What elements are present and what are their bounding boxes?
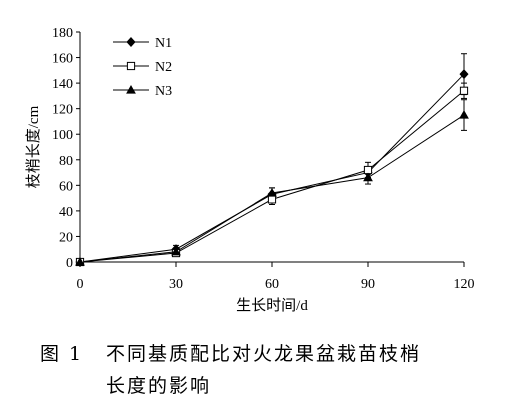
x-tick-label: 90	[361, 277, 375, 292]
y-tick-label: 20	[59, 230, 73, 245]
legend-label: N3	[155, 84, 172, 99]
data-point-n3	[459, 110, 469, 119]
data-point-n3	[75, 256, 85, 266]
y-tick-label: 140	[52, 77, 73, 92]
legend-marker	[126, 61, 136, 71]
y-tick-label: 100	[52, 128, 73, 143]
y-tick-label: 60	[59, 179, 73, 194]
caption-line-1: 图 1 不同基质配比对火龙果盆栽苗枝梢	[40, 338, 500, 370]
legend-label: N2	[155, 60, 172, 75]
figure-caption: 图 1 不同基质配比对火龙果盆栽苗枝梢 长度的影响	[40, 338, 500, 402]
x-tick-labels: 0 30 60 90 120	[77, 277, 475, 292]
data-point-n1	[459, 69, 469, 80]
data-point-n2	[459, 86, 469, 95]
legend-marker	[126, 37, 136, 47]
y-tick-labels: 0 20 40 60 80 100 120 140 160 180	[52, 26, 73, 271]
x-tick-label: 60	[265, 277, 279, 292]
caption-text-2: 长度的影响	[106, 375, 212, 397]
series-lines	[79, 73, 465, 263]
caption-text-1: 不同基质配比对火龙果盆栽苗枝梢	[106, 343, 422, 365]
series-line-n2	[79, 90, 465, 263]
y-tick-label: 0	[66, 256, 73, 271]
x-tick-label: 30	[169, 277, 183, 292]
x-tick-label: 120	[454, 277, 475, 292]
data-point-n2	[267, 195, 277, 204]
y-tick-label: 120	[52, 103, 73, 118]
series-markers	[75, 69, 469, 267]
caption-number: 图 1	[40, 343, 84, 365]
data-point-n3	[363, 172, 373, 182]
line-chart: 0 30 60 90 120 0 20 40 60 80 100 120 140 160 180 N1 N2…	[25, 26, 475, 314]
chart-legend: N1 N2 N3	[113, 36, 172, 99]
data-point-n2	[363, 165, 373, 175]
legend-label: N1	[155, 36, 172, 51]
legend-marker	[126, 84, 136, 94]
y-tick-label: 40	[59, 205, 73, 220]
data-point-n3	[267, 187, 277, 197]
x-axis-label: 生长时间/d	[236, 297, 308, 314]
y-tick-label: 180	[52, 26, 73, 41]
caption-line-2: 长度的影响	[40, 370, 500, 402]
y-tick-label: 80	[59, 154, 73, 169]
x-tick-label: 0	[77, 277, 84, 292]
y-tick-label: 160	[52, 52, 73, 67]
y-axis-label: 枝梢长度/cm	[25, 105, 42, 188]
data-point-n3	[171, 246, 181, 256]
series-line-n1	[79, 73, 465, 263]
